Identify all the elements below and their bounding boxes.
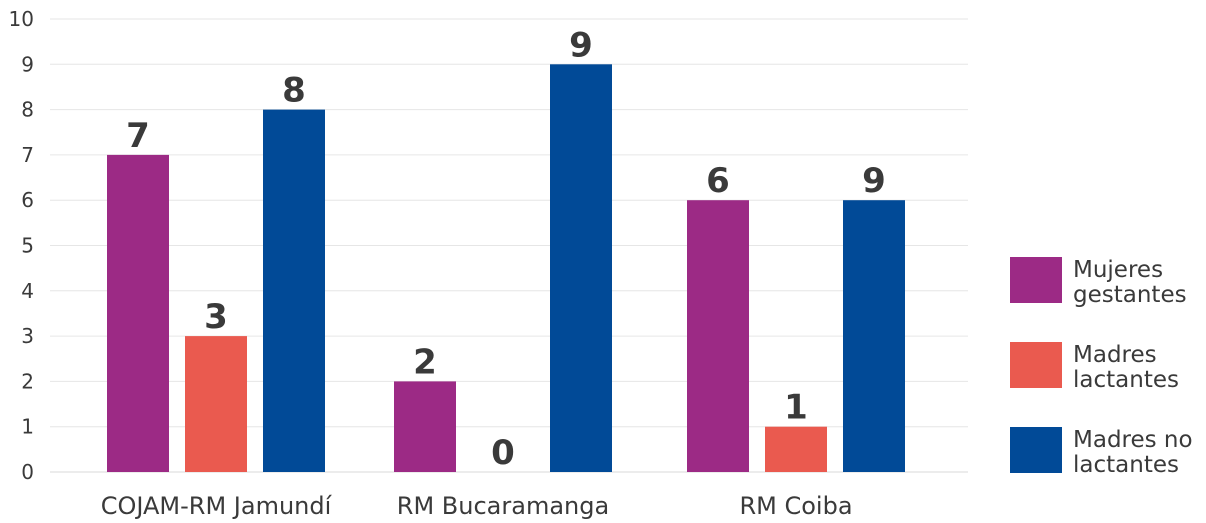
data-label: 6: [706, 161, 730, 201]
y-tick-label: 10: [9, 7, 34, 31]
x-tick-label: COJAM-RM Jamundí: [101, 492, 333, 520]
bar: [107, 154, 169, 472]
x-tick-label: RM Coiba: [739, 492, 852, 520]
legend-label: Madres no lactantes: [1073, 427, 1193, 478]
legend-swatch: [1010, 427, 1062, 473]
data-label: 9: [862, 161, 886, 201]
data-label: 7: [126, 116, 150, 156]
data-label: 8: [282, 71, 306, 111]
data-label: 0: [491, 433, 515, 473]
y-tick-label: 5: [21, 234, 34, 258]
legend-swatch: [1010, 257, 1062, 303]
y-tick-label: 2: [21, 369, 34, 393]
x-tick-label: RM Bucaramanga: [397, 492, 609, 520]
data-label: 3: [204, 297, 228, 337]
y-tick-label: 7: [21, 143, 34, 167]
legend-label: Mujeres gestantes: [1073, 257, 1187, 308]
data-labels: 7 3 8 2 0 9 6 1 9: [126, 25, 886, 473]
bar: [550, 64, 612, 473]
y-tick-label: 6: [21, 188, 34, 212]
y-tick-label: 3: [21, 324, 34, 348]
x-axis: COJAM-RM Jamundí RM Bucaramanga RM Coiba: [101, 492, 853, 520]
bar: [765, 426, 827, 472]
y-tick-label: 8: [21, 98, 34, 122]
bar: [843, 200, 905, 472]
y-tick-label: 9: [21, 52, 34, 76]
bar: [687, 200, 749, 472]
y-tick-label: 1: [21, 415, 34, 439]
bar: [185, 336, 247, 472]
y-tick-label: 0: [21, 460, 34, 484]
y-tick-label: 4: [21, 279, 34, 303]
legend-swatch: [1010, 342, 1062, 388]
legend: Mujeres gestantes Madres lactantes Madres no…: [1010, 257, 1193, 478]
bar: [263, 109, 325, 472]
bar: [394, 381, 456, 472]
data-label: 1: [784, 388, 808, 428]
data-label: 9: [569, 25, 593, 65]
legend-label: Madres lactantes: [1073, 342, 1179, 393]
bars: [107, 64, 905, 473]
data-label: 2: [413, 342, 437, 382]
y-axis: 0 1 2 3 4 5 6 7 8 9 10: [9, 7, 34, 484]
